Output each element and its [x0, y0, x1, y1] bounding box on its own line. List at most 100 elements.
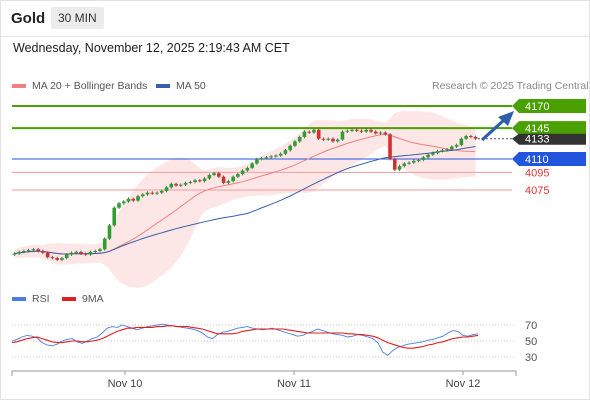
candle-body: [250, 163, 254, 168]
candle-body: [22, 251, 26, 253]
rsi-level-label-30: 30: [525, 352, 537, 364]
candle-body: [212, 173, 216, 175]
candle-body: [12, 253, 17, 255]
candle-body: [174, 183, 178, 186]
candle-body: [407, 162, 411, 164]
candle-body: [288, 145, 292, 151]
candle-body: [193, 180, 197, 183]
candle-body: [383, 132, 388, 135]
legend-ma50: MA 50: [156, 80, 206, 92]
legend-rsi-ma: 9MA: [62, 293, 104, 305]
candle-body: [121, 201, 126, 204]
candles-group: [12, 128, 478, 262]
legend-rsi-ma-label: 9MA: [82, 293, 104, 305]
legend-ma20-label: MA 20 + Bollinger Bands: [32, 80, 148, 92]
candle-body: [459, 138, 464, 145]
legend-ma20: MA 20 + Bollinger Bands: [12, 80, 147, 92]
candle-body: [64, 254, 69, 259]
candle-body: [17, 251, 21, 254]
candle-body: [102, 238, 107, 250]
candle-body: [369, 129, 373, 132]
level-tag-text-4110: 4110: [525, 154, 549, 166]
rsi-ma-line: [11, 325, 479, 349]
candle-body: [217, 173, 221, 177]
legend-ma50-label: MA 50: [176, 80, 206, 92]
level-label-4075: 4075: [525, 185, 549, 197]
candle-body: [454, 144, 459, 147]
candle-body: [79, 251, 83, 254]
ma20-swatch-icon: [12, 84, 26, 88]
candle-body: [388, 134, 392, 160]
candle-body: [373, 131, 378, 134]
symbol-title: Gold: [11, 10, 46, 27]
candle-body: [226, 181, 231, 183]
candle-body: [426, 154, 430, 158]
candle-body: [74, 251, 78, 253]
candle-body: [302, 131, 307, 137]
candle-body: [293, 141, 297, 146]
candle-body: [307, 131, 311, 133]
candle-body: [112, 207, 117, 226]
candle-body: [169, 183, 174, 188]
candle-body: [274, 155, 278, 157]
legend-rsi-label: RSI: [32, 293, 50, 305]
candle-body: [98, 249, 102, 252]
candle-body: [60, 258, 64, 260]
candle-body: [259, 158, 264, 160]
candle-body: [335, 139, 340, 142]
candle-body: [269, 156, 273, 158]
candle-body: [297, 136, 302, 142]
candle-body: [198, 180, 202, 182]
candle-body: [240, 170, 245, 175]
candle-body: [402, 163, 407, 167]
chart-header: Gold 30 MIN: [0, 0, 590, 37]
candle-body: [469, 136, 473, 138]
candle-body: [345, 130, 350, 132]
candle-body: [93, 251, 98, 253]
candle-body: [159, 190, 164, 193]
interval-button[interactable]: 30 MIN: [51, 7, 104, 29]
candle-body: [354, 129, 359, 131]
rsi-swatch-icon: [12, 297, 26, 301]
x-tick-label: Nov 10: [108, 378, 143, 390]
candle-body: [136, 196, 140, 201]
level-label-4095: 4095: [525, 167, 549, 179]
candle-body: [283, 150, 288, 154]
candle-body: [321, 138, 326, 140]
candle-body: [117, 203, 121, 208]
forecast-arrow-icon: [498, 111, 514, 126]
rsi-level-label-50: 50: [525, 336, 537, 348]
candle-body: [473, 136, 478, 139]
candle-body: [397, 166, 402, 170]
candle-body: [331, 138, 335, 142]
candle-body: [107, 225, 112, 239]
credit-text: Research © 2025 Trading Central: [432, 80, 589, 92]
candle-body: [350, 129, 354, 131]
level-tag-4133: [512, 133, 586, 145]
x-tick-label: Nov 12: [446, 378, 481, 390]
candle-body: [207, 174, 212, 179]
candle-body: [412, 160, 416, 163]
candle-body: [359, 130, 364, 132]
candle-body: [155, 192, 159, 194]
candle-body: [450, 146, 454, 150]
candle-body: [50, 257, 55, 259]
rsi-ma-swatch-icon: [62, 297, 76, 301]
level-tag-4170: [512, 99, 586, 113]
candle-body: [69, 252, 74, 255]
candle-body: [445, 149, 449, 151]
candle-body: [41, 251, 45, 253]
candle-body: [36, 249, 40, 252]
candle-body: [431, 152, 435, 155]
candle-body: [340, 131, 345, 140]
candle-body: [45, 252, 50, 258]
candle-body: [316, 129, 321, 139]
candle-body: [179, 184, 183, 186]
rsi-line: [11, 323, 479, 356]
candle-body: [278, 153, 283, 156]
candle-body: [236, 174, 240, 177]
candle-body: [83, 253, 88, 255]
candle-body: [312, 129, 316, 133]
candle-body: [126, 198, 131, 202]
